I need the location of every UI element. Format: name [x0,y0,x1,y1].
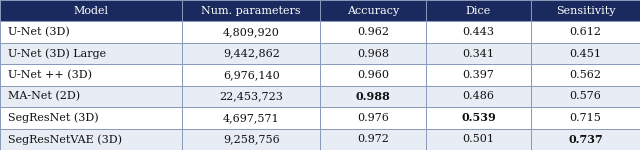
Text: 0.968: 0.968 [357,49,389,58]
Bar [426,129,531,150]
Text: 0.451: 0.451 [570,49,602,58]
Bar [182,107,320,129]
Text: Dice: Dice [466,6,491,16]
Text: 0.501: 0.501 [463,134,495,144]
Text: 0.612: 0.612 [570,27,602,37]
Text: U-Net (3D) Large: U-Net (3D) Large [8,48,106,59]
Text: 0.962: 0.962 [357,27,389,37]
Bar [531,0,640,21]
Bar [0,129,182,150]
Text: MA-Net (2D): MA-Net (2D) [8,91,80,102]
Bar [320,86,426,107]
Bar [320,0,426,21]
Text: 0.539: 0.539 [461,112,496,123]
Text: 0.972: 0.972 [357,134,388,144]
Bar [531,64,640,86]
Text: SegResNet (3D): SegResNet (3D) [8,113,99,123]
Text: 0.397: 0.397 [463,70,494,80]
Bar [531,86,640,107]
Text: 22,453,723: 22,453,723 [220,92,283,101]
Bar [0,0,182,21]
Bar [182,0,320,21]
Bar [182,64,320,86]
Bar [182,43,320,64]
Text: 4,809,920: 4,809,920 [223,27,280,37]
Bar [531,107,640,129]
Text: Sensitivity: Sensitivity [556,6,615,16]
Bar [426,64,531,86]
Text: 4,697,571: 4,697,571 [223,113,280,123]
Bar [320,64,426,86]
Bar [426,86,531,107]
Text: 6,976,140: 6,976,140 [223,70,280,80]
Text: 0.988: 0.988 [355,91,390,102]
Bar [0,43,182,64]
Bar [320,129,426,150]
Text: Num. parameters: Num. parameters [202,6,301,16]
Bar [0,21,182,43]
Text: 0.443: 0.443 [463,27,495,37]
Text: 9,258,756: 9,258,756 [223,134,280,144]
Text: 0.715: 0.715 [570,113,602,123]
Text: U-Net ++ (3D): U-Net ++ (3D) [8,70,92,80]
Bar [0,107,182,129]
Text: 0.976: 0.976 [357,113,388,123]
Text: Model: Model [74,6,109,16]
Bar [426,107,531,129]
Text: SegResNetVAE (3D): SegResNetVAE (3D) [8,134,122,145]
Bar [426,43,531,64]
Bar [182,86,320,107]
Text: 0.341: 0.341 [463,49,495,58]
Text: U-Net (3D): U-Net (3D) [8,27,69,37]
Bar [531,43,640,64]
Text: 0.960: 0.960 [357,70,389,80]
Bar [531,21,640,43]
Bar [0,86,182,107]
Bar [320,21,426,43]
Text: Accuracy: Accuracy [347,6,399,16]
Text: 0.562: 0.562 [570,70,602,80]
Bar [426,21,531,43]
Bar [426,0,531,21]
Bar [182,129,320,150]
Text: 9,442,862: 9,442,862 [223,49,280,58]
Bar [320,43,426,64]
Bar [531,129,640,150]
Text: 0.486: 0.486 [463,92,495,101]
Text: 0.737: 0.737 [568,134,603,145]
Bar [320,107,426,129]
Bar [0,64,182,86]
Text: 0.576: 0.576 [570,92,602,101]
Bar [182,21,320,43]
